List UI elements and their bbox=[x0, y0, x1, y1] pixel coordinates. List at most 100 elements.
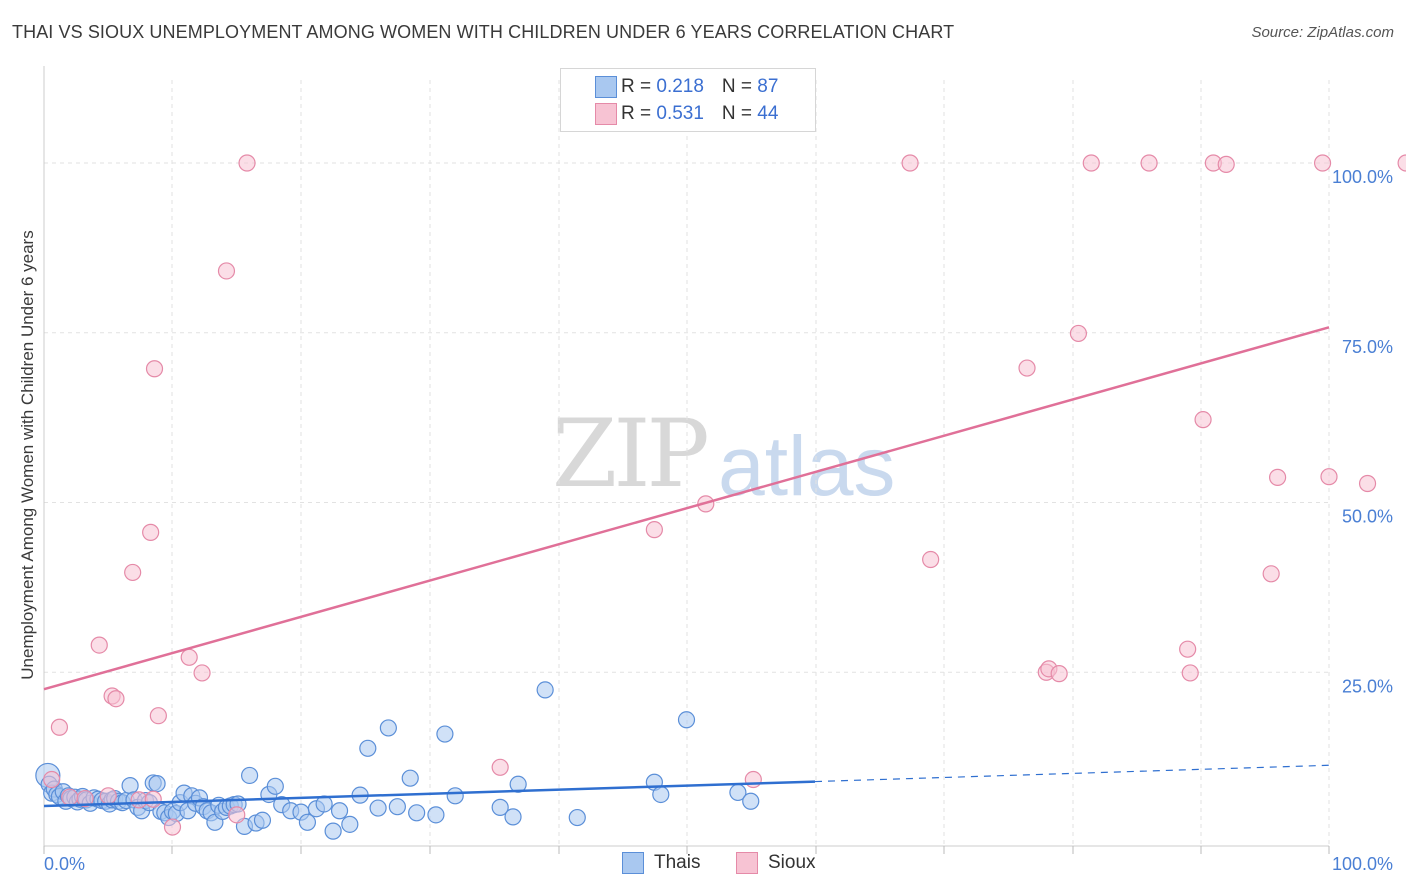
sioux-point-8[interactable] bbox=[124, 563, 142, 582]
thais-point-72[interactable] bbox=[369, 799, 387, 817]
thais-points bbox=[35, 681, 760, 840]
sioux-point-10[interactable] bbox=[142, 523, 160, 541]
y-tick-label-75: 75.0% bbox=[1342, 337, 1393, 357]
sioux-point-2[interactable] bbox=[61, 788, 79, 806]
x-tick-label-max: 100.0% bbox=[1332, 854, 1393, 874]
thais-legend-label: Thais bbox=[654, 852, 701, 873]
sioux-point-25[interactable] bbox=[922, 550, 940, 569]
sioux-point-17[interactable] bbox=[217, 262, 236, 280]
thais-point-83[interactable] bbox=[536, 681, 554, 699]
axes bbox=[43, 66, 1330, 854]
sioux-point-4[interactable] bbox=[90, 636, 108, 654]
sioux-swatch bbox=[595, 103, 617, 125]
thais-point-78[interactable] bbox=[436, 725, 454, 743]
y-tick-label-100: 100.0% bbox=[1332, 167, 1393, 187]
thais-point-73[interactable] bbox=[379, 719, 397, 737]
sioux-point-7[interactable] bbox=[107, 690, 125, 708]
sioux-point-38[interactable] bbox=[1268, 468, 1287, 486]
bottom-legend-thais[interactable]: Thais bbox=[622, 850, 700, 876]
legend-n-label: N = bbox=[721, 103, 758, 124]
thais-point-67[interactable] bbox=[324, 822, 342, 840]
thais-trend-extension bbox=[814, 764, 1330, 783]
sioux-point-12[interactable] bbox=[145, 360, 164, 378]
sioux-point-1[interactable] bbox=[50, 718, 69, 736]
sioux-point-29[interactable] bbox=[1050, 665, 1068, 683]
sioux-legend-swatch bbox=[736, 852, 758, 874]
sioux-point-20[interactable] bbox=[491, 758, 509, 776]
sioux-legend-label: Sioux bbox=[768, 852, 816, 873]
sioux-point-24[interactable] bbox=[901, 154, 919, 172]
sioux-point-5[interactable] bbox=[99, 787, 117, 805]
thais-point-58[interactable] bbox=[253, 811, 272, 829]
bottom-legend-sioux[interactable]: Sioux bbox=[736, 850, 816, 876]
thais-point-88[interactable] bbox=[742, 792, 760, 810]
thais-point-33[interactable] bbox=[148, 775, 166, 793]
trend-lines bbox=[43, 326, 1330, 808]
thais-point-84[interactable] bbox=[568, 808, 586, 827]
sioux-point-37[interactable] bbox=[1262, 565, 1280, 583]
sioux-point-36[interactable] bbox=[1217, 155, 1235, 173]
sioux-trend-line bbox=[43, 326, 1330, 691]
thais-point-76[interactable] bbox=[408, 804, 426, 822]
thais-point-86[interactable] bbox=[677, 711, 696, 729]
thais-point-56[interactable] bbox=[241, 766, 259, 785]
thais-point-26[interactable] bbox=[121, 777, 139, 795]
watermark-zip: ZIP bbox=[552, 400, 710, 509]
sioux-point-43[interactable] bbox=[1140, 154, 1158, 172]
sioux-point-15[interactable] bbox=[180, 648, 198, 666]
sioux-point-41[interactable] bbox=[1358, 474, 1377, 493]
legend-n-value: 87 bbox=[757, 76, 779, 97]
sioux-points bbox=[43, 154, 1406, 836]
tick-labels: 25.0% 50.0% 75.0% 100.0% 0.0% 100.0% bbox=[44, 167, 1393, 874]
sioux-point-23[interactable] bbox=[744, 770, 762, 789]
legend-row-sioux: R = 0.531 N = 44 bbox=[595, 101, 779, 127]
sioux-point-11[interactable] bbox=[144, 790, 162, 808]
sioux-point-0[interactable] bbox=[43, 770, 61, 789]
legend-row-thais: R = 0.218 N = 87 bbox=[595, 74, 779, 100]
legend-n-value: 44 bbox=[757, 103, 779, 124]
legend-r-label: R = bbox=[621, 103, 657, 124]
thais-point-64[interactable] bbox=[298, 813, 317, 831]
thais-point-60[interactable] bbox=[266, 777, 284, 795]
sioux-point-32[interactable] bbox=[1179, 640, 1197, 658]
thais-point-82[interactable] bbox=[509, 775, 527, 793]
thais-point-69[interactable] bbox=[341, 815, 359, 833]
sioux-point-13[interactable] bbox=[149, 707, 167, 725]
sioux-point-19[interactable] bbox=[238, 154, 256, 172]
legend-n-label: N = bbox=[721, 76, 758, 97]
thais-point-68[interactable] bbox=[330, 802, 349, 820]
legend-r-label: R = bbox=[621, 76, 657, 97]
sioux-point-16[interactable] bbox=[193, 664, 211, 682]
sioux-point-31[interactable] bbox=[1082, 154, 1100, 172]
chart-title: THAI VS SIOUX UNEMPLOYMENT AMONG WOMEN W… bbox=[12, 22, 955, 42]
sioux-point-33[interactable] bbox=[1181, 664, 1199, 682]
y-tick-label-25: 25.0% bbox=[1342, 676, 1393, 696]
sioux-point-3[interactable] bbox=[76, 789, 94, 808]
sioux-point-26[interactable] bbox=[1018, 359, 1036, 377]
thais-point-79[interactable] bbox=[446, 787, 464, 805]
thais-point-74[interactable] bbox=[388, 798, 406, 816]
source-label: Source: ZipAtlas.com bbox=[1251, 24, 1394, 41]
thais-point-89[interactable] bbox=[652, 785, 670, 804]
thais-point-80[interactable] bbox=[491, 798, 509, 816]
sioux-point-30[interactable] bbox=[1069, 324, 1088, 343]
thais-point-71[interactable] bbox=[359, 739, 377, 757]
gridlines bbox=[43, 80, 1330, 846]
sioux-point-21[interactable] bbox=[645, 521, 663, 539]
legend-r-value: 0.531 bbox=[656, 103, 704, 124]
sioux-point-39[interactable] bbox=[1313, 154, 1332, 172]
x-tick-label-min: 0.0% bbox=[44, 854, 85, 874]
sioux-point-34[interactable] bbox=[1194, 411, 1212, 429]
thais-point-81[interactable] bbox=[504, 808, 522, 826]
sioux-point-40[interactable] bbox=[1320, 468, 1338, 486]
thais-trend-line bbox=[43, 780, 816, 808]
thais-point-75[interactable] bbox=[401, 769, 419, 787]
thais-legend-swatch bbox=[622, 852, 644, 874]
sioux-point-14[interactable] bbox=[163, 818, 182, 836]
y-tick-label-50: 50.0% bbox=[1342, 507, 1393, 527]
sioux-point-42[interactable] bbox=[1397, 154, 1406, 172]
correlation-legend: R = 0.218 N = 87 R = 0.531 N = 44 bbox=[560, 68, 816, 132]
thais-point-77[interactable] bbox=[427, 806, 445, 824]
sioux-point-18[interactable] bbox=[228, 806, 246, 824]
